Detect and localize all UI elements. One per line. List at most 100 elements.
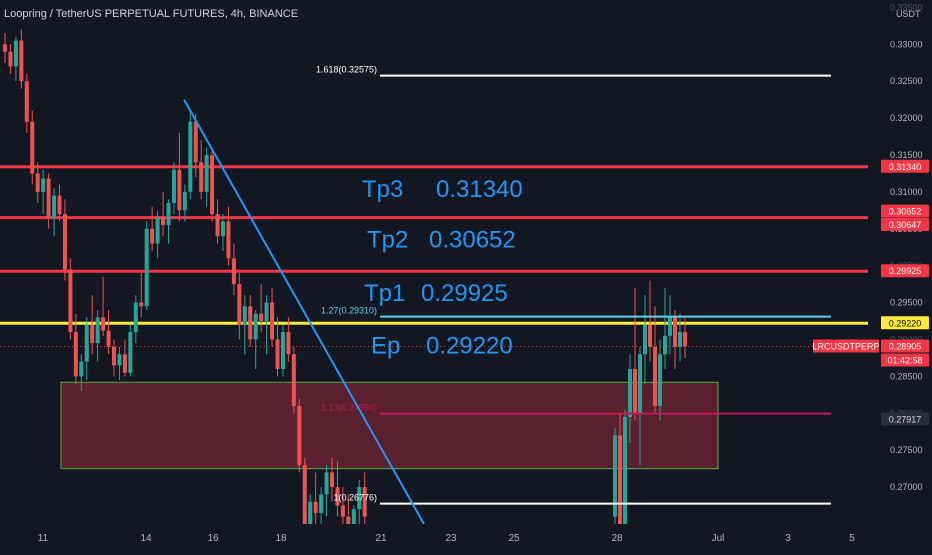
y-tick-label-partial: 0.33500 [890,2,923,12]
trendline[interactable] [183,99,425,525]
candle-body[interactable] [52,195,57,218]
candle-body[interactable] [139,302,144,307]
candle-body[interactable] [270,302,275,340]
candle-body[interactable] [302,464,307,524]
candle-body[interactable] [193,121,198,163]
x-tick-label: 28 [611,533,623,544]
candle-body[interactable] [210,154,215,215]
candle-body[interactable] [171,169,176,203]
candle-body[interactable] [231,258,236,285]
candle-body[interactable] [177,169,182,211]
annotation-value: 0.30652 [429,227,516,254]
candle-body[interactable] [199,162,204,192]
candle-body[interactable] [150,228,155,244]
candle-body[interactable] [275,339,280,370]
candle-body[interactable] [340,505,345,517]
demand-zone[interactable] [60,381,719,470]
candle-body[interactable] [95,317,100,344]
candle-body[interactable] [41,178,46,192]
candle-body[interactable] [362,487,367,517]
candle-body[interactable] [46,178,51,218]
candle-body[interactable] [117,354,122,366]
price-label-chip [881,264,929,278]
candle-body[interactable] [259,313,264,322]
candle-body[interactable] [128,332,133,373]
candle-body[interactable] [90,324,95,344]
candle-body[interactable] [155,217,160,244]
candle-body[interactable] [84,324,89,362]
candle-body[interactable] [678,332,682,347]
candle-body[interactable] [106,330,111,347]
candle-body[interactable] [221,221,225,237]
candle-body[interactable] [324,472,329,495]
fib-level-label: 1.27(0.29310) [321,306,377,316]
candle-body[interactable] [264,302,269,322]
candle-body[interactable] [613,435,617,517]
candle-body[interactable] [351,509,356,532]
candle-body[interactable] [313,501,318,513]
candle-body[interactable] [658,354,662,406]
candle-body[interactable] [297,405,302,465]
candle-body[interactable] [57,195,62,215]
candle-body[interactable] [280,332,285,370]
candle-body[interactable] [673,317,677,347]
candle-body[interactable] [653,346,657,406]
candle-body[interactable] [204,154,209,192]
candle-body[interactable] [237,284,242,325]
candle-body[interactable] [683,332,687,347]
candle-body[interactable] [62,214,67,270]
x-tick-label: 5 [849,533,855,544]
candle-body[interactable] [291,354,296,406]
time-axis [0,524,932,550]
candle-body[interactable] [242,306,247,325]
candle-body[interactable] [623,416,627,524]
candle-body[interactable] [144,228,149,307]
y-tick-label: 0.29500 [890,298,923,308]
candle-body[interactable] [248,306,253,340]
candle-body[interactable] [308,501,313,524]
price-label-chip [881,217,929,231]
candle-body[interactable] [648,324,652,347]
candle-body[interactable] [638,354,642,414]
fib-level-label: 1.13(0.27996) [321,403,377,413]
candle-body[interactable] [79,361,84,377]
candle-body[interactable] [335,487,340,506]
candle-body[interactable] [13,40,18,67]
fib-level-label: 1(0.26776) [333,493,377,503]
candle-body[interactable] [182,191,187,211]
candle-body[interactable] [253,313,258,340]
price-label-text: LRCUSDTPERP [812,342,879,352]
candle-body[interactable] [122,354,127,373]
price-label-text: 0.30652 [889,207,922,217]
candle-body[interactable] [215,214,220,237]
candle-body[interactable] [188,121,193,192]
candle-body[interactable] [35,173,40,192]
candle-body[interactable] [68,269,73,333]
candle-body[interactable] [286,332,291,355]
symbol-title: Loopring / TetherUS PERPETUAL FUTURES, 4… [4,8,299,20]
candle-body[interactable] [357,487,362,510]
candle-body[interactable] [663,335,667,355]
candle-body[interactable] [319,494,324,513]
candle-body[interactable] [24,81,29,122]
candle-body[interactable] [112,346,116,366]
candle-body[interactable] [133,302,138,333]
candle-body[interactable] [226,221,231,259]
candle-body[interactable] [668,317,672,336]
candle-body[interactable] [19,40,24,82]
candle-body[interactable] [633,369,637,414]
candle-body[interactable] [330,472,334,488]
candle-body[interactable] [8,51,13,67]
currency-label: USDT [896,9,921,19]
candle-body[interactable] [161,217,166,226]
candle-body[interactable] [643,324,647,355]
candle-body[interactable] [73,332,78,377]
candle-body[interactable] [101,317,106,331]
candle-body[interactable] [30,121,35,174]
candle-body[interactable] [628,369,632,417]
candle-body[interactable] [166,202,171,226]
candle-body[interactable] [618,435,622,524]
candle-body[interactable] [3,44,7,52]
